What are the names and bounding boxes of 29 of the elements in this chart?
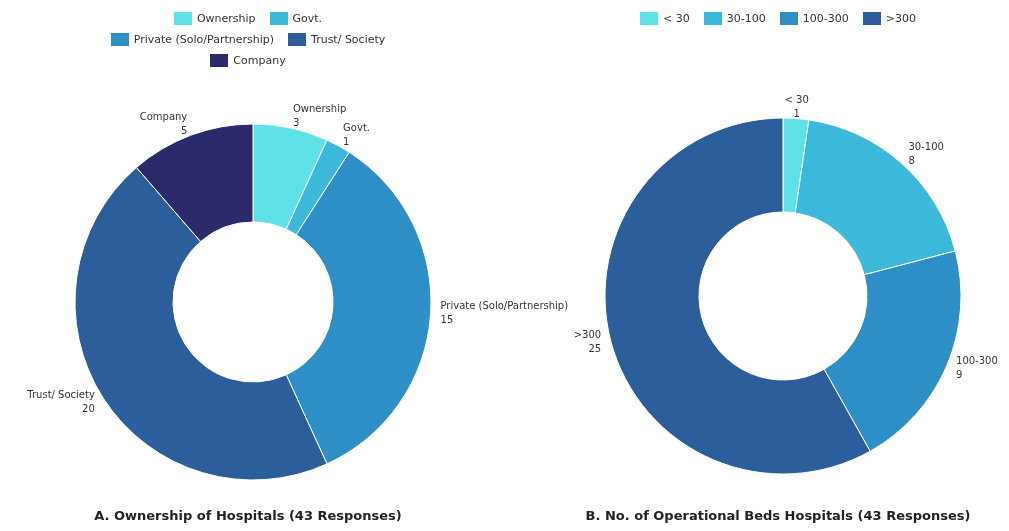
legend-label: 30-100 — [725, 12, 766, 25]
text: B. No. of Operational Beds Hospitals (43 Responses) — [584, 508, 972, 523]
legend-label: Govt. — [291, 12, 323, 25]
slice-label: Ownership — [292, 103, 347, 115]
legend-label: Ownership — [195, 12, 256, 25]
legend-label: Private (Solo/Partnership) — [132, 33, 275, 46]
slice-label: >300 — [573, 328, 602, 340]
data-label: 25 — [588, 342, 602, 354]
data-label: 1 — [343, 136, 350, 147]
slice-label: < 30 — [784, 93, 809, 105]
data-label: 9 — [956, 368, 963, 380]
data-label: 15 — [440, 314, 454, 326]
slice-label: Private (Solo/Partnership) — [440, 300, 569, 312]
slice-label: Trust/ Society — [26, 388, 95, 400]
legend-label: Company — [232, 54, 286, 67]
data-label: 8 — [908, 154, 915, 166]
slice-label: 30-100 — [908, 140, 944, 152]
data-label: 3 — [292, 117, 300, 129]
legend-label: < 30 — [662, 12, 690, 25]
slice-label: 100-300 — [956, 354, 998, 366]
data-label: 1 — [793, 107, 800, 119]
data-label: 20 — [82, 402, 95, 414]
slice-label: Company — [139, 110, 188, 122]
slice-label: Govt. — [343, 122, 370, 133]
text: A. Ownership of Hospitals (43 Responses) — [93, 508, 403, 523]
legend-label: Trust/ Society — [310, 33, 386, 46]
legend-label: >300 — [884, 12, 916, 25]
legend-label: 100-300 — [801, 12, 849, 25]
data-label: 5 — [180, 124, 188, 136]
